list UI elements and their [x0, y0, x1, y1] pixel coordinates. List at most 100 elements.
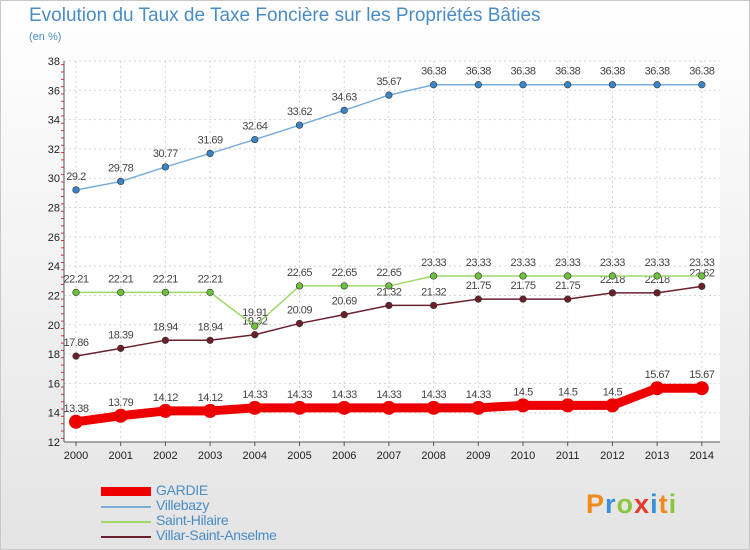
data-label: 22.65 — [376, 267, 401, 279]
data-label: 34.63 — [332, 91, 357, 103]
y-tick-label: 16 — [48, 378, 60, 390]
data-label: 22.21 — [153, 273, 178, 285]
data-label: 21.75 — [510, 280, 535, 292]
data-label: 36.38 — [466, 66, 491, 78]
x-tick-label: 2009 — [466, 450, 490, 462]
data-point — [251, 331, 259, 339]
x-tick-label: 2007 — [377, 450, 401, 462]
brand-letter: t — [658, 489, 669, 519]
data-label: 19.32 — [242, 316, 267, 328]
data-label: 22.65 — [287, 267, 312, 279]
data-point — [340, 311, 348, 319]
data-point — [385, 282, 393, 290]
data-point — [117, 288, 125, 296]
brand-letter: x — [634, 489, 651, 519]
data-point — [72, 352, 80, 360]
plot-area — [64, 61, 720, 442]
data-point — [206, 288, 214, 296]
data-point — [650, 381, 665, 396]
data-point — [516, 398, 530, 413]
data-point — [295, 121, 304, 129]
data-label: 20.69 — [332, 296, 357, 308]
data-label: 22.18 — [600, 274, 625, 286]
data-point — [430, 301, 438, 310]
data-label: 22.65 — [332, 267, 357, 279]
data-label: 23.33 — [600, 257, 625, 269]
data-point — [519, 295, 527, 303]
data-label: 21.75 — [555, 280, 580, 292]
data-point — [158, 403, 173, 418]
data-label: 21.75 — [466, 280, 491, 292]
data-label: 14.33 — [376, 389, 401, 401]
x-tick-label: 2006 — [332, 450, 356, 462]
data-point — [698, 81, 706, 89]
data-label: 23.33 — [689, 257, 714, 269]
data-label: 15.67 — [689, 369, 714, 381]
data-label: 14.5 — [513, 386, 533, 398]
data-label: 32.64 — [242, 121, 267, 133]
x-tick-label: 2010 — [511, 450, 535, 462]
y-tick-label: 12 — [48, 437, 60, 449]
data-point — [251, 322, 259, 330]
data-label: 14.12 — [153, 392, 178, 404]
y-tick-label: 26 — [48, 232, 60, 244]
data-label: 36.38 — [510, 66, 535, 78]
data-point — [430, 81, 438, 89]
data-label: 18.94 — [153, 321, 178, 333]
brand-letter: P — [586, 489, 606, 519]
y-tick-label: 18 — [48, 349, 60, 361]
data-label: 30.77 — [153, 148, 178, 160]
data-point — [113, 408, 128, 423]
y-tick-label: 24 — [48, 261, 60, 273]
data-point — [340, 106, 348, 114]
data-point — [564, 272, 572, 280]
data-point — [608, 81, 617, 89]
y-tick-label: 28 — [48, 203, 60, 215]
x-tick-label: 2005 — [287, 450, 311, 462]
data-label: 36.38 — [600, 66, 625, 78]
data-label: 17.86 — [63, 337, 88, 349]
x-tick-label: 2003 — [198, 450, 222, 462]
y-tick-label: 36 — [48, 85, 60, 97]
data-label: 23.33 — [555, 257, 580, 269]
data-point — [653, 289, 661, 297]
data-label: 23.33 — [466, 257, 491, 269]
data-point — [385, 91, 393, 99]
data-point — [698, 272, 706, 280]
data-label: 33.62 — [287, 106, 312, 118]
data-point — [381, 400, 396, 415]
legend-swatch — [101, 506, 151, 508]
data-point — [430, 272, 438, 280]
data-label: 14.5 — [603, 386, 623, 398]
legend-swatch — [101, 521, 151, 523]
data-label: 14.33 — [466, 389, 491, 401]
data-label: 21.32 — [376, 286, 401, 298]
x-tick-label: 2004 — [243, 450, 267, 462]
data-point — [340, 282, 348, 290]
data-label: 23.33 — [645, 257, 670, 269]
brand-letter: i — [668, 489, 678, 519]
legend-label: Saint-Hilaire — [156, 512, 229, 528]
brand-letter: r — [605, 489, 617, 519]
data-point — [206, 336, 214, 344]
data-point — [117, 177, 125, 186]
x-tick-label: 2000 — [64, 450, 88, 462]
data-point — [337, 400, 352, 415]
y-tick-label: 14 — [48, 408, 60, 420]
data-point — [653, 272, 661, 280]
data-point — [608, 272, 617, 280]
data-label: 36.38 — [421, 66, 446, 78]
data-point — [474, 272, 482, 280]
brand-letter: o — [616, 489, 635, 519]
data-point — [161, 163, 169, 171]
y-tick-label: 32 — [48, 144, 60, 156]
data-point — [117, 344, 125, 352]
data-label: 13.38 — [63, 403, 88, 415]
data-label: 18.94 — [198, 321, 223, 333]
data-point — [426, 400, 441, 415]
data-label: 14.5 — [558, 386, 578, 398]
legend-label: GARDIE — [156, 482, 208, 498]
data-point — [519, 272, 527, 280]
data-point — [608, 289, 617, 297]
